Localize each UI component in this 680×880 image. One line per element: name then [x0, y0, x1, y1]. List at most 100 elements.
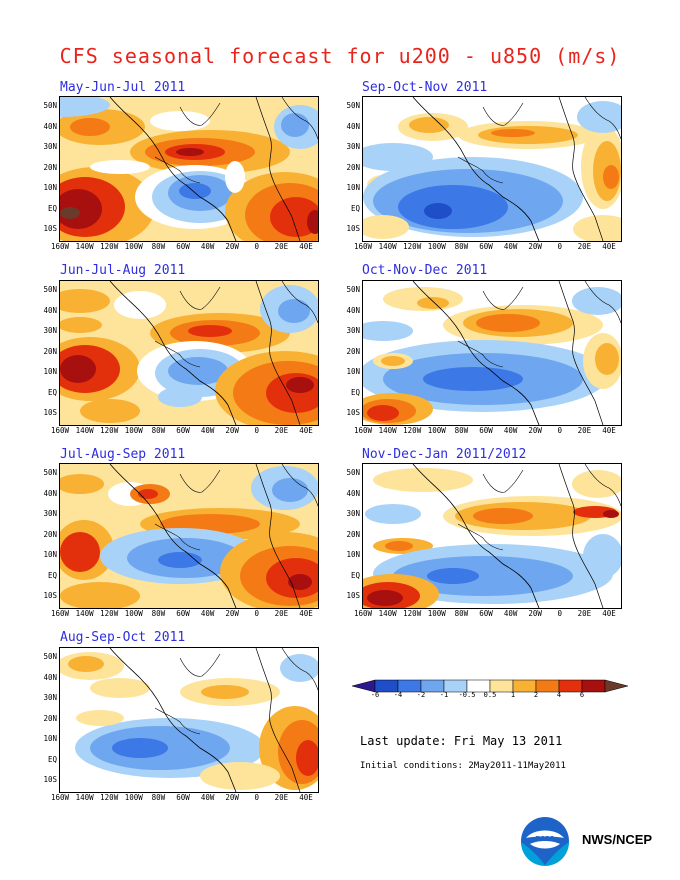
- colorbar-tick-label: -6: [370, 691, 380, 699]
- lat-label: 50N: [43, 468, 57, 477]
- lon-label: 120W: [100, 609, 119, 618]
- colorbar-tick-label: 2: [533, 691, 539, 699]
- panel-title-mjj: May-Jun-Jul 2011: [60, 80, 186, 95]
- lon-label: 20E: [274, 242, 289, 251]
- lat-label: 30N: [346, 142, 360, 151]
- lon-label: 0: [557, 242, 563, 251]
- lon-label: 80W: [151, 242, 166, 251]
- lon-label: 100W: [124, 426, 143, 435]
- lat-label: 50N: [346, 468, 360, 477]
- lon-label: 140W: [378, 242, 397, 251]
- lon-label: 140W: [75, 426, 94, 435]
- lat-label: 50N: [346, 285, 360, 294]
- panel-title-aso: Aug-Sep-Oct 2011: [60, 630, 186, 645]
- lon-label: 0: [254, 609, 260, 618]
- lon-label: 0: [557, 426, 563, 435]
- lon-label: 80W: [454, 426, 469, 435]
- lon-label: 40W: [200, 609, 215, 618]
- lat-label: 20N: [346, 529, 360, 539]
- lon-label: 20W: [225, 793, 239, 802]
- colorbar-tick-label: 1: [510, 691, 516, 699]
- lat-label: 40N: [346, 305, 360, 315]
- lat-label: 10N: [43, 734, 57, 743]
- lon-label: 160W: [50, 242, 70, 251]
- lat-label: 10N: [43, 367, 57, 376]
- noaa-logo-icon: noaa: [520, 816, 570, 870]
- map-panel-jas: [59, 463, 319, 609]
- map-panel-son: [362, 96, 622, 242]
- lat-label: 20N: [43, 529, 57, 539]
- panel-title-ndj: Nov-Dec-Jan 2011/2012: [362, 447, 527, 462]
- lat-label: 10S: [346, 408, 360, 417]
- lon-label: 40E: [602, 426, 616, 435]
- colorbar: [351, 678, 629, 697]
- lat-label: 10N: [43, 550, 57, 559]
- lon-label: 80W: [454, 242, 469, 251]
- map-panel-aso: [59, 647, 319, 793]
- lon-label: 80W: [151, 793, 166, 802]
- lon-label: 0: [557, 609, 563, 618]
- lon-label: 160W: [50, 793, 70, 802]
- colorbar-tick-label: 6: [579, 691, 585, 699]
- lat-label: 10S: [346, 224, 360, 233]
- lat-label: 20N: [43, 346, 57, 356]
- lon-label: 20W: [528, 609, 542, 618]
- lon-label: 0: [254, 242, 260, 251]
- lon-label: 40E: [602, 242, 616, 251]
- lat-label: 30N: [43, 509, 57, 518]
- lon-label: 40W: [503, 609, 518, 618]
- lat-label: 30N: [346, 326, 360, 335]
- lat-label: 40N: [346, 488, 360, 498]
- lat-label: 30N: [43, 326, 57, 335]
- map-panel-ond: [362, 280, 622, 426]
- lat-label: 40N: [43, 121, 57, 131]
- lat-label: 40N: [43, 672, 57, 682]
- lon-label: 60W: [479, 426, 493, 435]
- lat-label: 10S: [346, 591, 360, 600]
- lon-label: 120W: [100, 793, 119, 802]
- lat-label: 20N: [43, 162, 57, 172]
- lon-label: 100W: [427, 609, 446, 618]
- lon-label: 40W: [200, 426, 215, 435]
- lon-label: 40W: [200, 793, 215, 802]
- lat-label: EQ: [47, 203, 57, 213]
- lon-label: 0: [254, 426, 260, 435]
- lon-label: 20W: [225, 609, 239, 618]
- initial-conditions-text: Initial conditions: 2May2011-11May2011: [360, 761, 566, 771]
- noaa-logo-text: noaa: [535, 834, 555, 842]
- lon-label: 160W: [50, 426, 70, 435]
- colorbar-tick-label: -0.5: [458, 691, 476, 699]
- lat-label: 40N: [43, 488, 57, 498]
- agency-label: NWS/NCEP: [582, 832, 653, 847]
- lon-label: 120W: [403, 609, 422, 618]
- lat-label: 10S: [43, 775, 57, 784]
- lat-label: EQ: [350, 203, 360, 213]
- lat-label: 10S: [43, 591, 57, 600]
- lon-label: 20E: [577, 242, 592, 251]
- lat-label: 30N: [43, 693, 57, 702]
- lat-label: EQ: [47, 570, 57, 580]
- lon-label: 100W: [124, 242, 143, 251]
- lon-label: 20E: [577, 609, 592, 618]
- lon-label: 0: [254, 793, 260, 802]
- lon-label: 100W: [427, 426, 446, 435]
- lon-label: 140W: [378, 609, 397, 618]
- colorbar-segment: [604, 679, 629, 693]
- lon-label: 40E: [602, 609, 616, 618]
- lat-label: 10N: [346, 183, 360, 192]
- lon-label: 80W: [151, 609, 166, 618]
- lon-label: 20W: [225, 242, 239, 251]
- lon-label: 20E: [274, 609, 289, 618]
- lon-label: 40E: [299, 426, 313, 435]
- panel-title-son: Sep-Oct-Nov 2011: [362, 80, 488, 95]
- lat-label: 20N: [346, 162, 360, 172]
- lat-label: 10S: [43, 408, 57, 417]
- lon-label: 140W: [75, 609, 94, 618]
- lon-label: 140W: [75, 793, 94, 802]
- lat-label: 10N: [43, 183, 57, 192]
- colorbar-tick-label: 4: [556, 691, 562, 699]
- lon-label: 140W: [378, 426, 397, 435]
- colorbar-tick-label: 0.5: [483, 691, 497, 699]
- panel-title-jas: Jul-Aug-Sep 2011: [60, 447, 186, 462]
- lat-label: 40N: [43, 305, 57, 315]
